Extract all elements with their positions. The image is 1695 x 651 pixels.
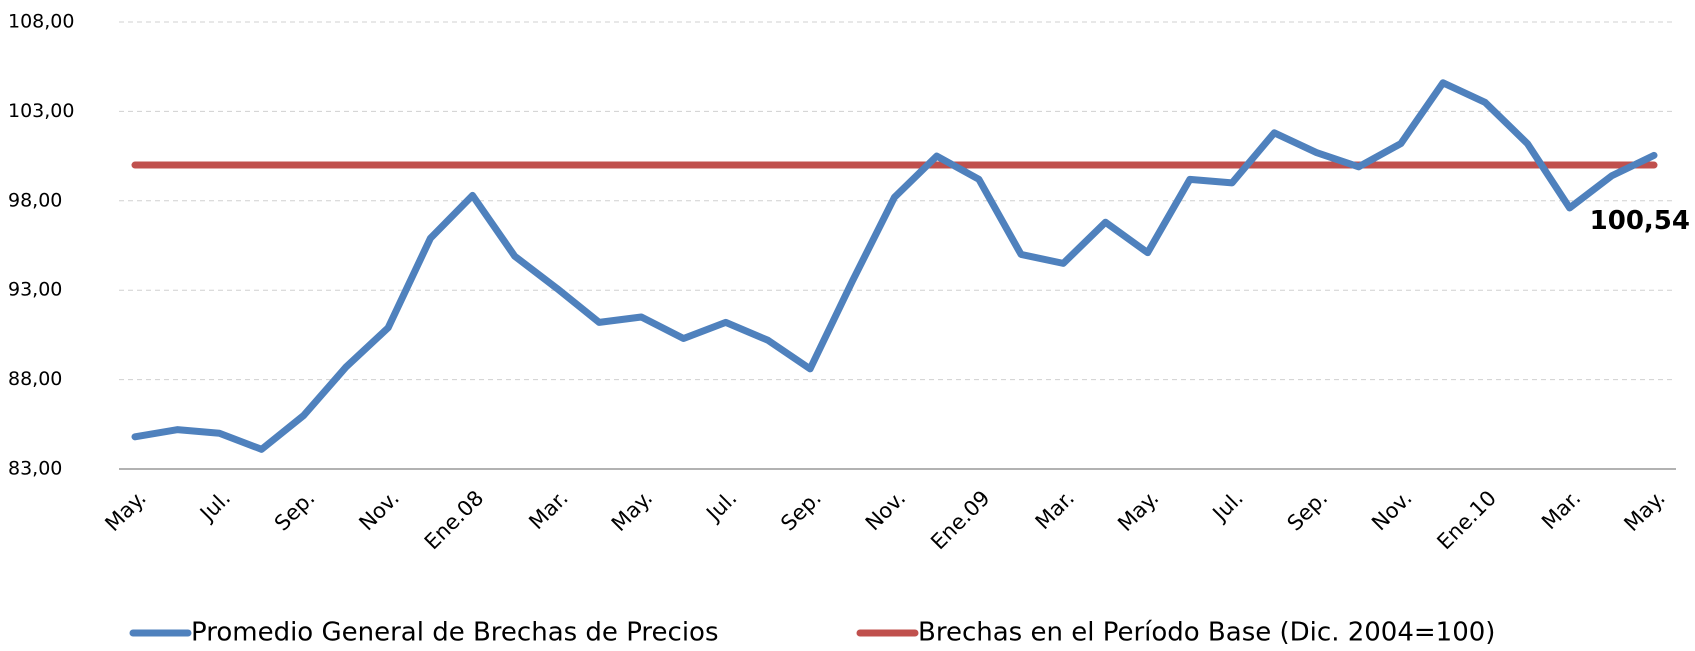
- legend: Promedio General de Brechas de Precios Br…: [129, 618, 1495, 648]
- y-tick-label: 103,00: [8, 100, 74, 122]
- x-tick-label: Ene.08: [420, 486, 489, 555]
- x-tick-label: Mar.: [1537, 486, 1585, 534]
- x-tick-label: Nov.: [1367, 486, 1417, 536]
- data-label: 100,54: [1590, 206, 1690, 236]
- y-tick-label: 93,00: [8, 279, 62, 301]
- legend-label: Brechas en el Período Base (Dic. 2004=10…: [918, 618, 1495, 648]
- y-tick-label: 83,00: [8, 458, 62, 480]
- x-tick-label: May.: [607, 486, 657, 536]
- x-tick-label: Sep.: [1283, 486, 1333, 536]
- x-tick-label: Mar.: [1031, 486, 1079, 534]
- x-tick-label: Sep.: [776, 486, 826, 536]
- x-tick-label: Nov.: [354, 486, 404, 536]
- x-tick-label: May.: [1113, 486, 1163, 536]
- x-tick-label: Ene.09: [926, 486, 995, 555]
- y-tick-label: 98,00: [8, 189, 62, 211]
- legend-label: Promedio General de Brechas de Precios: [191, 618, 719, 648]
- x-tick-label: Sep.: [270, 486, 320, 536]
- x-tick-label: Ene.10: [1432, 486, 1501, 555]
- x-tick-label: Jul.: [194, 486, 235, 527]
- x-tick-label: May.: [1619, 486, 1669, 536]
- x-tick-label: Mar.: [524, 486, 572, 534]
- y-tick-label: 88,00: [8, 368, 62, 390]
- x-tick-label: Jul.: [700, 486, 741, 527]
- x-tick-label: Jul.: [1207, 486, 1248, 527]
- x-tick-label: May.: [100, 486, 150, 536]
- x-tick-label: Nov.: [861, 486, 911, 536]
- y-tick-label: 108,00: [8, 11, 74, 33]
- data-line: [131, 79, 1658, 453]
